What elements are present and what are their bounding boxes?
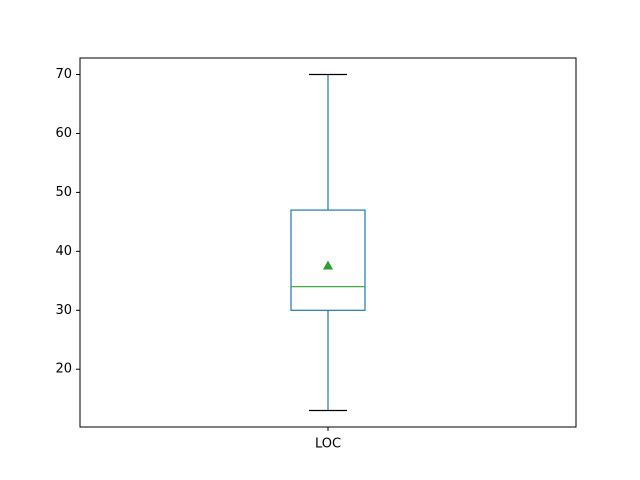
y-tick-label: 20: [55, 362, 72, 377]
y-tick-label: 60: [55, 126, 72, 141]
y-tick-label: 30: [55, 303, 72, 318]
x-tick-label: LOC: [315, 437, 341, 452]
y-axis-ticks: 20 30 40 50 60 70: [55, 67, 80, 377]
y-tick-label: 50: [55, 185, 72, 200]
y-tick-label: 40: [55, 244, 72, 259]
axes-frame: [79, 57, 577, 428]
plot-area: [290, 73, 366, 412]
box-group: [290, 73, 366, 412]
iqr-box: [290, 209, 366, 311]
x-axis-ticks: LOC: [315, 427, 341, 452]
mean-marker: [323, 260, 333, 270]
y-tick-label: 70: [55, 67, 72, 82]
